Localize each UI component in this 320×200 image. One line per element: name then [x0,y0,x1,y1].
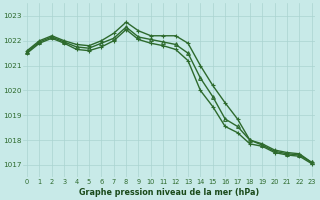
X-axis label: Graphe pression niveau de la mer (hPa): Graphe pression niveau de la mer (hPa) [79,188,260,197]
